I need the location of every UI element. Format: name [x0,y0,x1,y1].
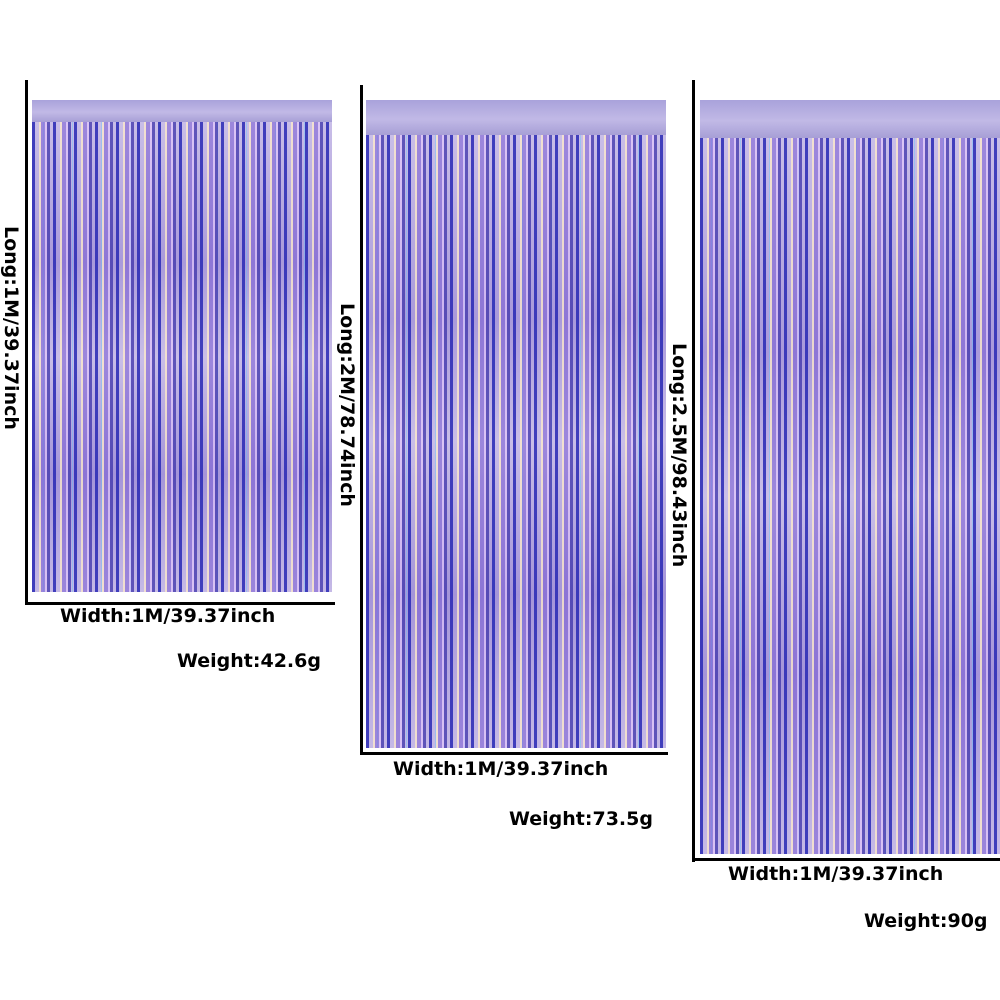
curtain-header-strip [32,100,332,122]
curtain-header-strip [366,100,666,135]
length-label: Long:2M/78.74inch [336,303,358,507]
tinsel-curtain-image [700,100,1000,854]
width-label: Width:1M/39.37inch [728,863,944,885]
curtain-header-strip [700,100,1000,138]
width-dimension-line [25,602,335,605]
tinsel-curtain-image [32,100,332,592]
width-dimension-line [360,752,668,755]
length-label: Long:2.5M/98.43inch [668,343,690,568]
width-dimension-line [692,858,1000,861]
weight-label: Weight:90g [864,910,988,932]
length-dimension-line [360,85,363,755]
tinsel-strands [32,122,332,592]
tinsel-curtain-image [366,100,666,748]
tinsel-strands [366,135,666,748]
length-dimension-line [692,80,695,862]
width-label: Width:1M/39.37inch [60,605,276,627]
weight-label: Weight:73.5g [509,808,653,830]
tinsel-strands [700,138,1000,854]
weight-label: Weight:42.6g [177,650,321,672]
width-label: Width:1M/39.37inch [393,758,609,780]
length-label: Long:1M/39.37inch [0,226,22,430]
length-dimension-line [25,80,28,605]
